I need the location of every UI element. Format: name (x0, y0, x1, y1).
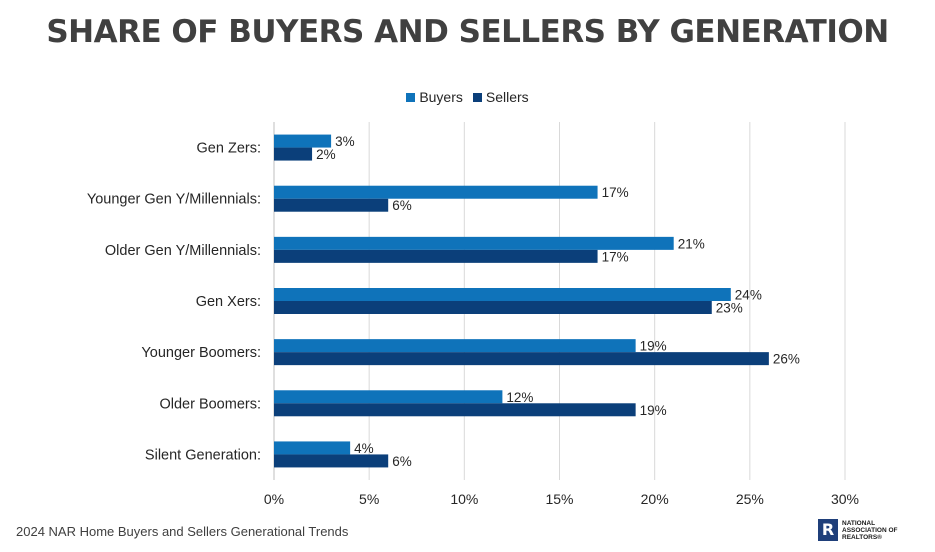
legend-label-buyers: Buyers (419, 89, 463, 105)
bar-buyers (274, 185, 598, 199)
bar-sellers (274, 352, 769, 366)
data-label-buyers: 3% (335, 134, 355, 149)
category-label: Younger Boomers: (141, 345, 261, 361)
bar-buyers (274, 236, 674, 250)
bar-buyers (274, 288, 731, 301)
chart-title: SHARE OF BUYERS AND SELLERS BY GENERATIO… (46, 14, 889, 50)
category-label: Silent Generation: (145, 447, 261, 463)
bar-buyers (274, 339, 636, 353)
data-label-sellers: 19% (640, 403, 667, 418)
legend-item-buyers: Buyers (406, 89, 463, 105)
data-label-buyers: 24% (735, 288, 762, 303)
legend-swatch-buyers (406, 92, 416, 102)
source-note: 2024 NAR Home Buyers and Sellers Generat… (16, 524, 349, 539)
x-tick-label: 25% (736, 491, 764, 507)
bar-buyers (274, 390, 503, 404)
logo-text: NATIONAL ASSOCIATION OF REALTORS® (842, 519, 898, 541)
data-label-sellers: 2% (316, 147, 336, 162)
data-label-buyers: 4% (354, 441, 374, 456)
category-label: Older Gen Y/Millennials: (105, 243, 261, 259)
data-label-sellers: 6% (392, 198, 412, 213)
legend-label-sellers: Sellers (485, 89, 529, 105)
nar-logo: R NATIONAL ASSOCIATION OF REALTORS® (818, 519, 912, 541)
realtor-r-icon: R (818, 519, 838, 541)
bar-sellers (274, 301, 712, 314)
data-label-buyers: 21% (678, 236, 705, 251)
bar-buyers (274, 441, 351, 455)
bar-sellers (274, 403, 636, 417)
data-label-buyers: 17% (602, 185, 629, 200)
x-tick-label: 20% (641, 491, 669, 507)
category-label: Gen Zers: (197, 141, 261, 157)
data-label-buyers: 12% (506, 390, 533, 405)
bar-buyers (274, 134, 332, 148)
category-label: Older Boomers: (159, 396, 261, 412)
category-label: Gen Xers: (196, 294, 261, 310)
x-tick-label: 15% (545, 491, 573, 507)
data-label-sellers: 26% (773, 352, 800, 367)
data-label-buyers: 19% (640, 339, 667, 354)
legend-swatch-sellers (472, 92, 482, 102)
x-tick-label: 10% (450, 491, 478, 507)
category-label: Younger Gen Y/Millennials: (87, 192, 261, 208)
bar-sellers (274, 147, 313, 161)
x-tick-label: 30% (831, 491, 859, 507)
legend-item-sellers: Sellers (472, 89, 529, 105)
bar-sellers (274, 198, 389, 212)
data-label-sellers: 17% (602, 249, 629, 264)
data-label-sellers: 23% (716, 301, 743, 316)
bar-sellers (274, 249, 598, 263)
data-label-sellers: 6% (392, 454, 412, 469)
bar-sellers (274, 454, 389, 468)
x-tick-label: 5% (359, 491, 379, 507)
x-tick-label: 0% (264, 491, 284, 507)
legend: Buyers Sellers (0, 89, 935, 105)
